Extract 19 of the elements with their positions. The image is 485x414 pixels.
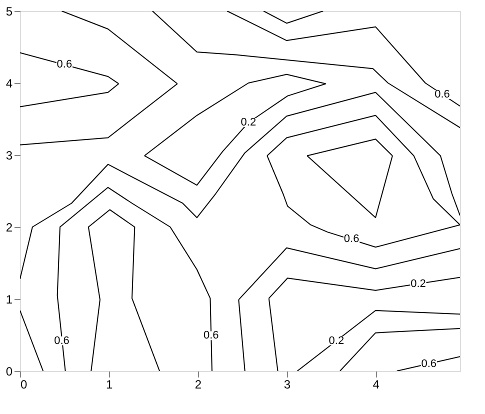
x-tick-label: 2 bbox=[194, 378, 202, 392]
x-tick-label: 1 bbox=[106, 378, 114, 392]
x-tick-label: 0 bbox=[20, 378, 28, 392]
y-tick-label: 4 bbox=[6, 76, 13, 90]
x-tick-label: 3 bbox=[284, 378, 291, 392]
y-tick-label: 2 bbox=[6, 220, 13, 234]
annotation: 0.6 bbox=[421, 358, 437, 370]
y-tick-label: 1 bbox=[6, 292, 13, 306]
annotation: 0.6 bbox=[203, 330, 219, 342]
annotation: 0.2 bbox=[328, 334, 344, 347]
annotation: 0.6 bbox=[434, 88, 450, 101]
y-tick-label: 0 bbox=[6, 364, 13, 378]
y-tick-label: 3 bbox=[6, 148, 13, 162]
annotation: 0.2 bbox=[410, 278, 426, 290]
annotation: 0.6 bbox=[54, 334, 70, 347]
y-tick-label: 5 bbox=[6, 4, 13, 18]
x-tick-label: 4 bbox=[372, 378, 380, 392]
annotation: 0.6 bbox=[56, 58, 72, 70]
annotation: 0.6 bbox=[344, 233, 360, 246]
